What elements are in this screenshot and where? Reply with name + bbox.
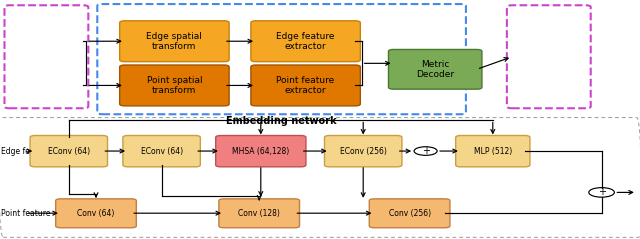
FancyBboxPatch shape (388, 49, 482, 89)
Text: EConv (64): EConv (64) (141, 147, 182, 156)
FancyBboxPatch shape (456, 136, 530, 167)
FancyBboxPatch shape (369, 199, 450, 228)
Text: Metric
Decoder: Metric Decoder (416, 60, 454, 79)
Text: Edge spatial
transform: Edge spatial transform (147, 32, 202, 51)
Text: Point feature: Point feature (1, 209, 50, 218)
Text: Edge feature: Edge feature (1, 147, 50, 156)
FancyBboxPatch shape (219, 199, 300, 228)
Text: +: + (422, 146, 429, 156)
FancyBboxPatch shape (123, 136, 200, 167)
Text: Conv (128): Conv (128) (238, 209, 280, 218)
Text: MLP (512): MLP (512) (474, 147, 512, 156)
FancyBboxPatch shape (56, 199, 136, 228)
Text: Embedding network: Embedding network (227, 116, 337, 126)
Text: Conv (64): Conv (64) (77, 209, 115, 218)
FancyBboxPatch shape (216, 136, 306, 167)
Text: Edge feature
extractor: Edge feature extractor (276, 32, 335, 51)
Text: EConv (64): EConv (64) (48, 147, 90, 156)
Text: EConv (256): EConv (256) (340, 147, 387, 156)
Text: Conv (256): Conv (256) (388, 209, 431, 218)
FancyBboxPatch shape (120, 21, 229, 62)
FancyBboxPatch shape (120, 65, 229, 106)
Text: MHSA (64,128): MHSA (64,128) (232, 147, 289, 156)
Text: +: + (598, 187, 605, 197)
FancyBboxPatch shape (251, 65, 360, 106)
Text: Point feature
extractor: Point feature extractor (276, 76, 335, 95)
FancyBboxPatch shape (30, 136, 108, 167)
FancyBboxPatch shape (324, 136, 402, 167)
Text: Point spatial
transform: Point spatial transform (147, 76, 202, 95)
FancyBboxPatch shape (251, 21, 360, 62)
